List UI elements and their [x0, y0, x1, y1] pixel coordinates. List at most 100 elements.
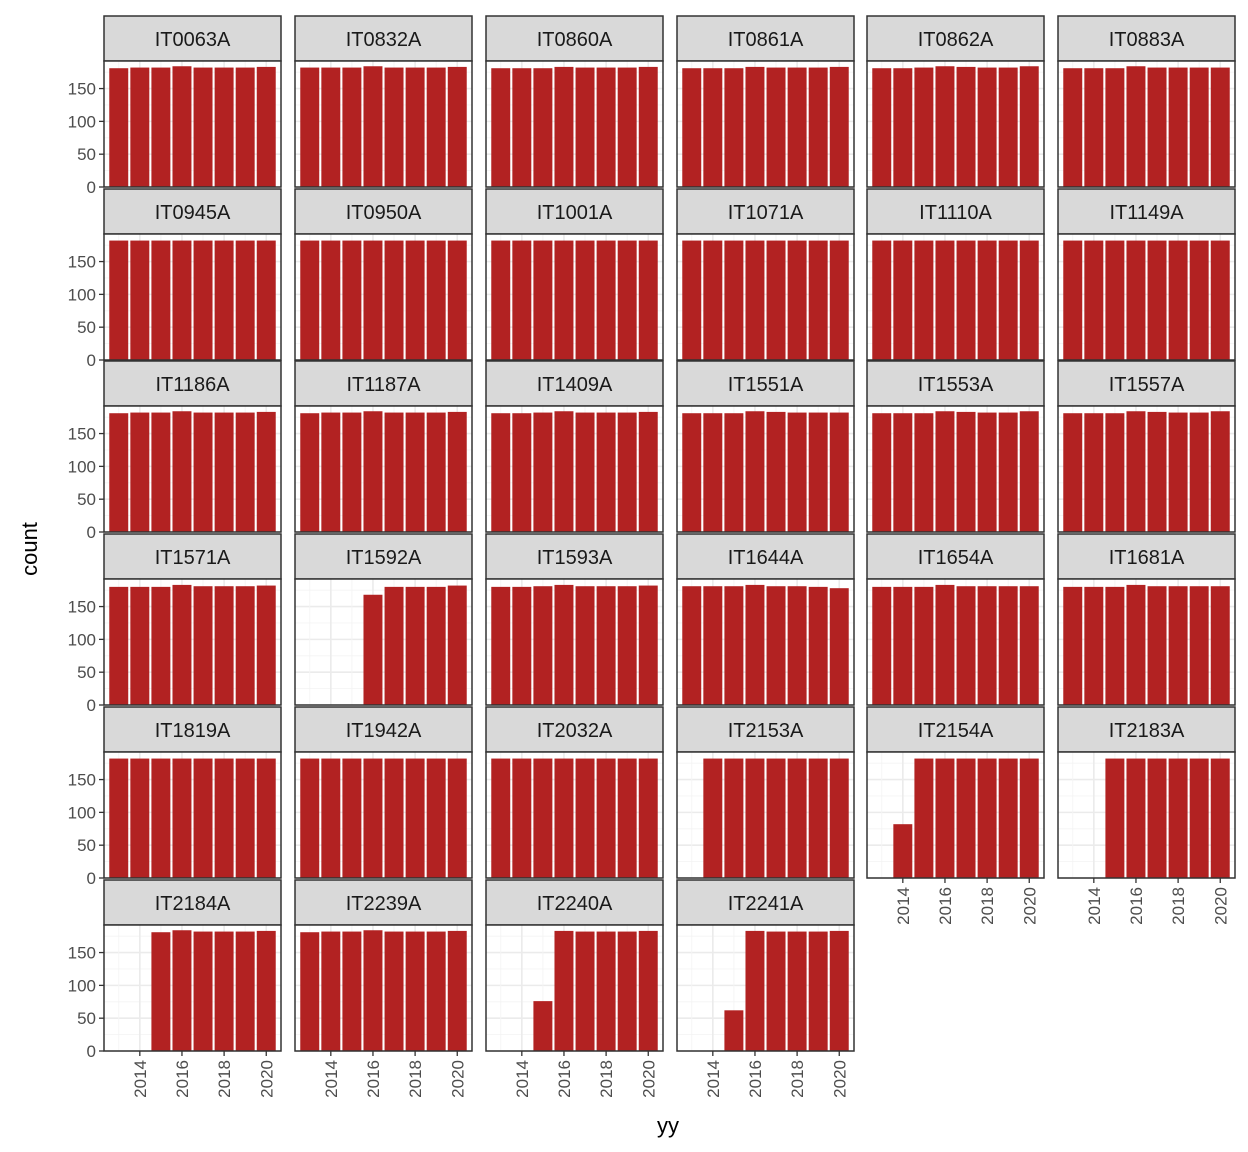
bar-IT1593A-2013: [491, 586, 511, 705]
facet-panel-IT2241A: IT2241A 2014 2016 2018 2020: [676, 879, 855, 1098]
bar-IT0945A-2014: [130, 240, 150, 360]
facet-strip-label: IT0860A: [537, 29, 613, 51]
facet-panel-IT1819A: IT1819A 0 50 100 150: [68, 706, 282, 888]
facet-panel-IT1186A: IT1186A 0 50 100 150: [68, 360, 282, 542]
bar-IT1071A-2013: [682, 240, 702, 360]
facet-strip-label: IT1110A: [919, 202, 992, 224]
panel-border: [103, 405, 282, 533]
facet-strip-label: IT1149A: [1109, 202, 1184, 224]
bar-IT0861A-2017: [766, 67, 786, 187]
panel-border: [485, 60, 664, 188]
facet-strip-label: IT1681A: [1109, 547, 1185, 569]
bar-IT1557A-2019: [1189, 412, 1209, 532]
facet-strip: [294, 706, 473, 753]
facet-strip-label: IT2241A: [728, 893, 804, 915]
facet-panel-IT2239A: IT2239A 2014 2016 2018 2020: [294, 879, 473, 1098]
bar-IT0063A-2018: [214, 67, 234, 187]
bar-IT1409A-2019: [617, 412, 637, 532]
bar-IT1551A-2018: [787, 412, 807, 532]
panel-border: [294, 405, 473, 533]
facet-strip: [676, 15, 855, 62]
y-tick-label: 0: [87, 523, 96, 542]
bar-IT0860A-2013: [491, 68, 511, 187]
panel-border: [103, 751, 282, 879]
panel-border: [485, 233, 664, 361]
bar-IT1551A-2016: [745, 411, 765, 532]
facet-panel-IT1644A: IT1644A: [676, 533, 855, 706]
bar-IT0945A-2020: [256, 240, 276, 360]
bar-IT1644A-2014: [703, 586, 723, 705]
bar-IT0063A-2020: [256, 66, 276, 187]
bar-IT2184A-2017: [193, 931, 213, 1051]
bar-IT1186A-2013: [109, 413, 129, 532]
bar-IT2153A-2016: [745, 758, 765, 878]
bar-IT2183A-2019: [1189, 758, 1209, 878]
bar-IT1557A-2014: [1084, 413, 1104, 532]
bar-IT2240A-2015: [533, 1001, 553, 1051]
bar-IT1553A-2018: [977, 412, 997, 532]
bar-IT1409A-2017: [575, 412, 595, 532]
bar-IT2183A-2015: [1105, 758, 1125, 878]
bar-IT1681A-2016: [1126, 584, 1146, 705]
bar-IT0860A-2015: [533, 68, 553, 187]
bar-IT2153A-2018: [787, 758, 807, 878]
facet-panel-IT1110A: IT1110A: [866, 188, 1045, 361]
bar-IT1187A-2016: [363, 411, 383, 532]
bar-IT0832A-2019: [426, 67, 446, 187]
facet-strip: [1057, 706, 1236, 753]
panel-border: [676, 924, 855, 1052]
facet-panel-IT1942A: IT1942A: [294, 706, 473, 879]
bar-IT1819A-2017: [193, 758, 213, 878]
bar-IT1644A-2018: [787, 586, 807, 705]
panel-border: [676, 578, 855, 706]
facet-strip-label: IT1409A: [537, 374, 613, 396]
bar-IT0063A-2017: [193, 67, 213, 187]
facet-panel-IT2154A: IT2154A 2014 2016 2018 2020: [866, 706, 1045, 925]
bar-IT0860A-2016: [554, 66, 574, 187]
bar-IT1187A-2019: [426, 412, 446, 532]
bar-IT0883A-2018: [1168, 67, 1188, 187]
panel-border: [294, 233, 473, 361]
bar-IT1001A-2019: [617, 240, 637, 360]
bar-IT1571A-2020: [256, 585, 276, 705]
panel-border: [866, 751, 1045, 879]
facet-strip-label: IT0950A: [346, 202, 422, 224]
bar-IT1149A-2016: [1126, 240, 1146, 360]
bar-IT1654A-2017: [956, 586, 976, 705]
bar-IT0861A-2020: [829, 66, 849, 187]
bar-IT1819A-2014: [130, 758, 150, 878]
bar-IT1186A-2015: [151, 412, 171, 532]
panel-border: [1057, 578, 1236, 706]
bar-IT1110A-2019: [998, 240, 1018, 360]
facet-strip-label: IT0945A: [155, 202, 231, 224]
bar-IT1681A-2019: [1189, 586, 1209, 705]
bar-IT2154A-2020: [1019, 758, 1039, 878]
x-tick-label: 2016: [936, 887, 955, 925]
bar-IT2241A-2015: [724, 1010, 744, 1051]
panel-border: [103, 924, 282, 1052]
bar-IT1942A-2013: [300, 758, 320, 878]
bar-IT0832A-2017: [384, 67, 404, 187]
bar-IT1001A-2018: [596, 240, 616, 360]
bar-IT0861A-2015: [724, 68, 744, 187]
facet-strip-label: IT1654A: [918, 547, 994, 569]
x-tick-label: 2016: [364, 1060, 383, 1098]
y-tick-label: 50: [77, 145, 96, 164]
bar-IT0945A-2019: [235, 240, 255, 360]
x-tick-label: 2018: [215, 1060, 234, 1098]
x-axis-title: yy: [657, 1113, 679, 1138]
y-tick-label: 50: [77, 836, 96, 855]
bar-IT0883A-2020: [1210, 67, 1230, 187]
facet-panel-IT0861A: IT0861A: [676, 15, 855, 188]
facet-panel-IT2240A: IT2240A 2014 2016 2018 2020: [485, 879, 664, 1098]
bar-IT1001A-2014: [512, 240, 532, 360]
bar-IT1071A-2019: [808, 240, 828, 360]
bar-IT1110A-2018: [977, 240, 997, 360]
bar-IT0860A-2014: [512, 68, 532, 187]
bar-IT1571A-2013: [109, 586, 129, 705]
facet-panel-IT2183A: IT2183A 2014 2016 2018 2020: [1057, 706, 1236, 925]
panel-border: [485, 751, 664, 879]
bar-IT1001A-2013: [491, 240, 511, 360]
bar-IT1149A-2018: [1168, 240, 1188, 360]
facet-panel-IT1571A: IT1571A 0 50 100 150: [68, 533, 282, 715]
